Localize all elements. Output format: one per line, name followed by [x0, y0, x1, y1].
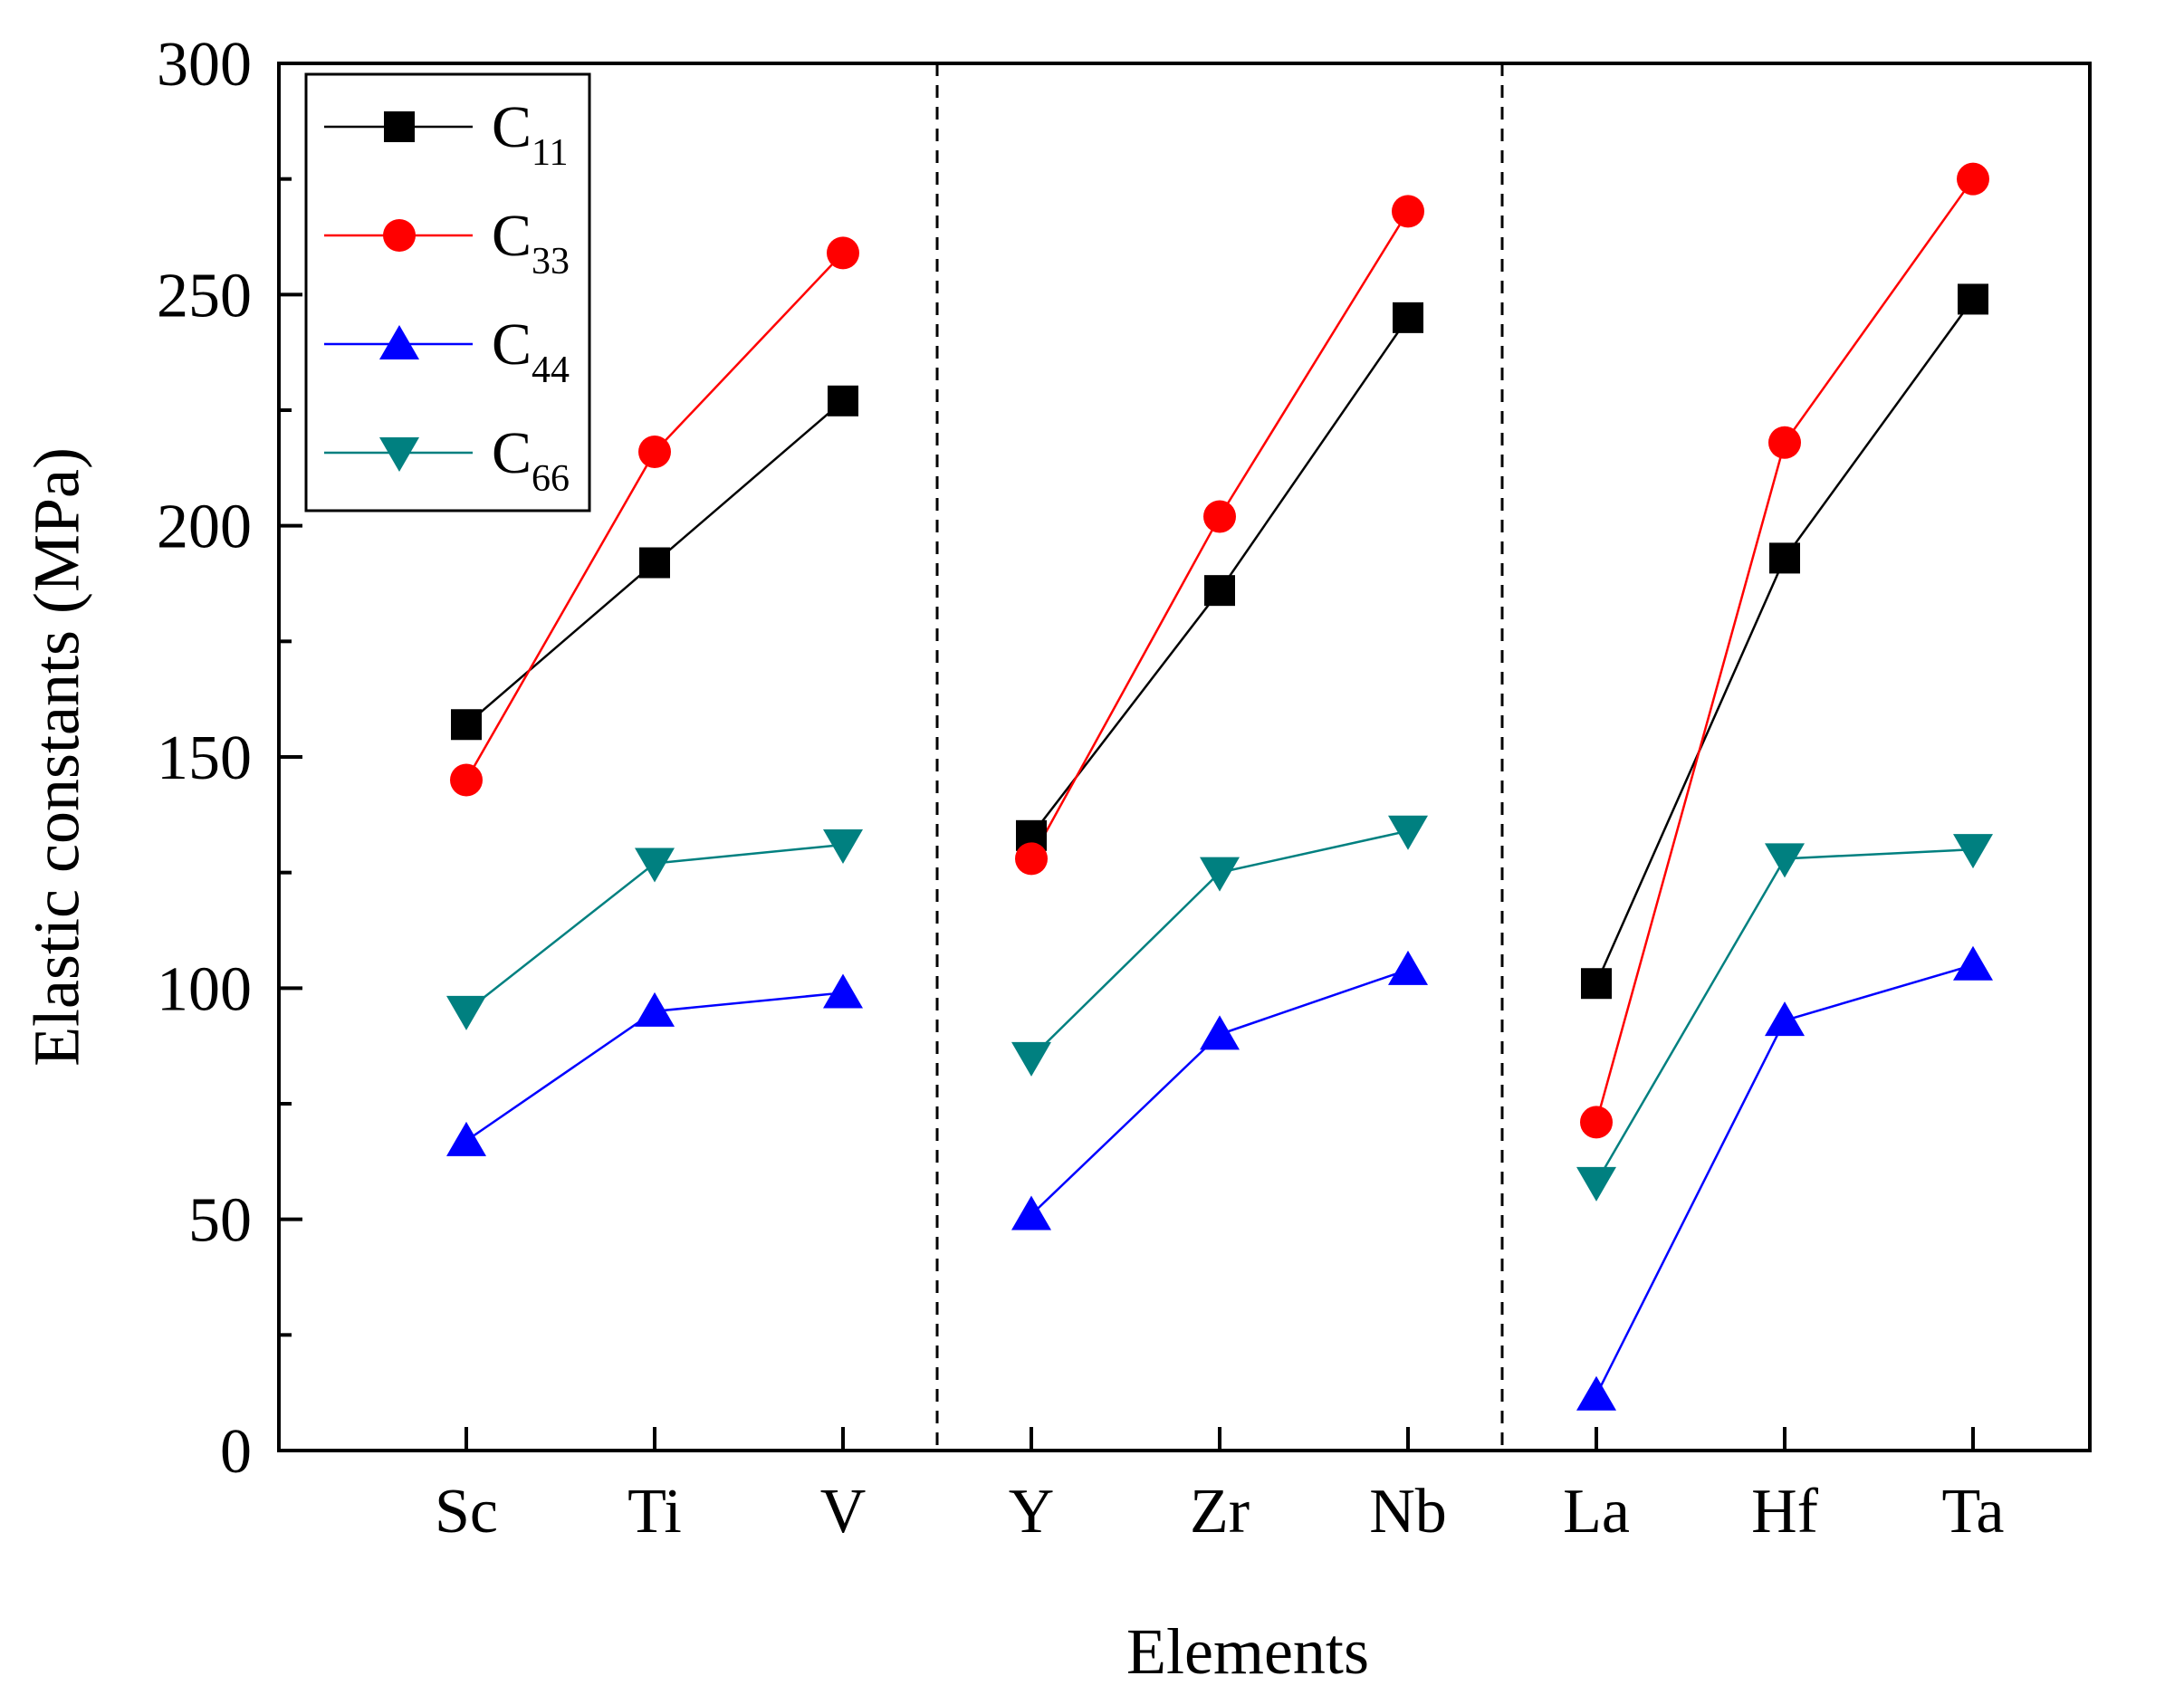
- point-c66-y: [1011, 1041, 1051, 1077]
- point-c66-ta: [1953, 834, 1993, 869]
- legend-label-c33: C33: [492, 203, 570, 282]
- point-c44-sc: [446, 1121, 486, 1156]
- point-c11-hf: [1769, 542, 1800, 574]
- x-tick-label-y: Y: [1009, 1477, 1055, 1547]
- x-tick-label-hf: Hf: [1751, 1477, 1819, 1547]
- point-c33-ti: [638, 435, 671, 468]
- x-axis-title: Elements: [1126, 1615, 1369, 1688]
- point-c44-v: [823, 973, 863, 1009]
- y-tick-label: 200: [157, 493, 252, 562]
- point-c11-ta: [1958, 283, 1988, 315]
- group-separators: [935, 63, 1504, 1451]
- point-c11-nb: [1393, 302, 1423, 333]
- legend-label-c44: C44: [492, 311, 570, 391]
- x-axis: Sc Ti V Y Zr Nb La Hf Ta: [435, 1427, 2004, 1547]
- y-tick-label: 50: [188, 1186, 252, 1256]
- point-c44-ta: [1953, 945, 1993, 981]
- y-tick-label: 100: [157, 954, 252, 1024]
- point-c33-la: [1580, 1106, 1613, 1139]
- point-c44-nb: [1388, 950, 1428, 985]
- point-c11-ti: [639, 547, 670, 579]
- point-c66-la: [1576, 1166, 1616, 1202]
- point-c33-sc: [450, 763, 483, 797]
- y-axis: 0 50 100 150 200 250 300: [157, 30, 302, 1487]
- legend-label-c66: C66: [492, 420, 570, 500]
- point-c33-zr: [1203, 500, 1236, 533]
- point-c11-v: [828, 385, 858, 417]
- x-tick-label-ti: Ti: [627, 1477, 682, 1547]
- point-c44-ti: [635, 991, 675, 1027]
- x-tick-label-la: La: [1563, 1477, 1630, 1547]
- y-axis-title: Elastic constants (MPa): [21, 447, 93, 1067]
- x-tick-label-ta: Ta: [1942, 1477, 2005, 1547]
- y-tick-label: 250: [157, 261, 252, 330]
- y-tick-label: 150: [157, 723, 252, 793]
- point-c66-ti: [635, 848, 675, 883]
- point-c66-v: [823, 829, 863, 865]
- point-c44-zr: [1200, 1015, 1240, 1050]
- point-c44-hf: [1765, 1001, 1805, 1037]
- point-c66-nb: [1388, 815, 1428, 850]
- legend-marker-c33: [383, 219, 416, 252]
- x-tick-label-nb: Nb: [1369, 1477, 1447, 1547]
- point-c66-hf: [1765, 843, 1805, 878]
- x-tick-label-zr: Zr: [1190, 1477, 1250, 1547]
- point-c11-sc: [451, 709, 482, 741]
- point-c33-ta: [1957, 162, 1989, 196]
- legend-marker-c11: [384, 111, 415, 142]
- legend-box: [304, 72, 591, 512]
- point-c11-zr: [1204, 575, 1235, 607]
- legend-label-c11: C11: [492, 94, 568, 174]
- y-tick-label: 0: [220, 1417, 252, 1487]
- legend-marker-c66: [379, 437, 419, 472]
- point-c66-sc: [446, 995, 486, 1030]
- legend: C11 C33 C44 C66: [304, 72, 591, 512]
- point-c33-hf: [1768, 426, 1801, 459]
- point-c33-y: [1015, 842, 1048, 876]
- point-c44-y: [1011, 1195, 1051, 1231]
- point-c33-nb: [1392, 195, 1424, 228]
- legend-marker-c44: [379, 325, 419, 359]
- point-c33-v: [827, 236, 859, 270]
- x-tick-label-sc: Sc: [435, 1477, 498, 1547]
- series-markers: [446, 162, 1993, 1411]
- plot-area-frame: [277, 62, 2092, 1452]
- point-c44-la: [1576, 1375, 1616, 1411]
- point-c11-la: [1581, 968, 1612, 1000]
- y-tick-label: 300: [157, 30, 252, 100]
- x-tick-label-v: V: [820, 1477, 867, 1547]
- point-c66-zr: [1200, 857, 1240, 892]
